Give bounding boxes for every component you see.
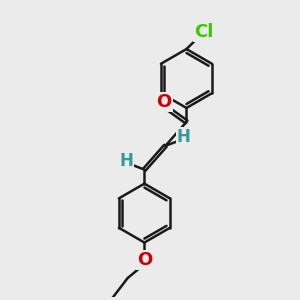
Text: H: H [120,152,134,170]
Text: O: O [156,93,172,111]
Text: H: H [177,128,190,146]
Text: O: O [137,251,152,269]
Text: Cl: Cl [194,23,214,41]
